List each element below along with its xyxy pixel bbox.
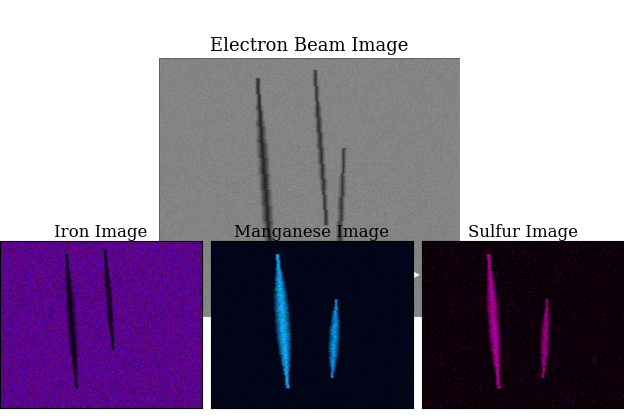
- Text: 5 μm: 5 μm: [364, 290, 388, 300]
- Title: Iron Image: Iron Image: [54, 224, 147, 241]
- Title: Electron Beam Image: Electron Beam Image: [210, 37, 408, 55]
- Title: Sulfur Image: Sulfur Image: [468, 224, 578, 241]
- Text: 0.0002 inch: 0.0002 inch: [349, 250, 403, 260]
- Title: Manganese Image: Manganese Image: [235, 224, 389, 241]
